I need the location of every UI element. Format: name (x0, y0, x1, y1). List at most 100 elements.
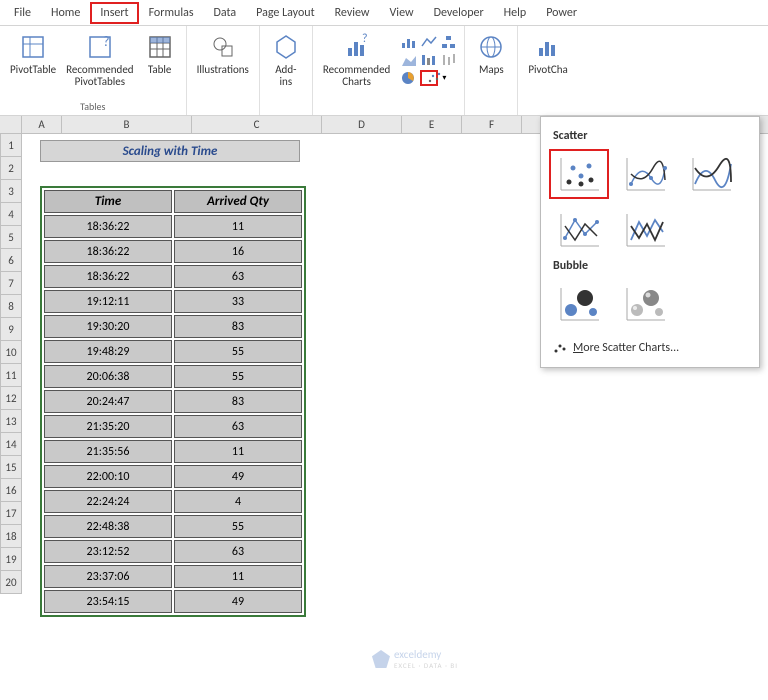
table-row[interactable]: 22:00:1049 (44, 465, 302, 488)
row-header[interactable]: 16 (0, 479, 22, 502)
table-row[interactable]: 19:12:1133 (44, 290, 302, 313)
table-cell[interactable]: 33 (174, 290, 302, 313)
tab-formulas[interactable]: Formulas (139, 2, 204, 24)
table-cell[interactable]: 23:37:06 (44, 565, 172, 588)
column-chart-icon[interactable] (420, 52, 438, 68)
area-chart-icon[interactable] (400, 52, 418, 68)
pie-chart-icon[interactable] (400, 70, 418, 86)
maps-button[interactable]: Maps (471, 30, 511, 78)
table-cell[interactable]: 4 (174, 490, 302, 513)
stock-chart-icon[interactable] (440, 52, 458, 68)
table-row[interactable]: 21:35:2063 (44, 415, 302, 438)
scatter-smooth-option[interactable] (681, 149, 741, 199)
table-cell[interactable]: 21:35:20 (44, 415, 172, 438)
table-cell[interactable]: 49 (174, 590, 302, 613)
row-header[interactable]: 19 (0, 548, 22, 571)
col-header-f[interactable]: F (462, 116, 522, 133)
table-cell[interactable]: 16 (174, 240, 302, 263)
col-header-a[interactable]: A (22, 116, 62, 133)
row-header[interactable]: 4 (0, 203, 22, 226)
table-cell[interactable]: 23:12:52 (44, 540, 172, 563)
table-row[interactable]: 18:36:2216 (44, 240, 302, 263)
row-header[interactable]: 15 (0, 456, 22, 479)
tab-developer[interactable]: Developer (424, 2, 494, 24)
row-header[interactable]: 18 (0, 525, 22, 548)
row-header[interactable]: 1 (0, 134, 22, 157)
row-header[interactable]: 11 (0, 364, 22, 387)
tab-power[interactable]: Power (536, 2, 587, 24)
tab-data[interactable]: Data (204, 2, 247, 24)
combo-chart-icon[interactable] (440, 70, 458, 86)
bubble-3d-option[interactable] (615, 279, 675, 329)
col-header-b[interactable]: B (62, 116, 192, 133)
table-cell[interactable]: 11 (174, 440, 302, 463)
table-row[interactable]: 20:24:4783 (44, 390, 302, 413)
table-cell[interactable]: 18:36:22 (44, 240, 172, 263)
scatter-plain-option[interactable] (549, 149, 609, 199)
data-table[interactable]: Time Arrived Qty 18:36:221118:36:221618:… (40, 186, 306, 617)
scatter-straight-option[interactable] (615, 205, 675, 255)
pivottable-button[interactable]: PivotTable (6, 30, 60, 78)
table-header-qty[interactable]: Arrived Qty (174, 190, 302, 213)
tab-view[interactable]: View (380, 2, 424, 24)
table-cell[interactable]: 21:35:56 (44, 440, 172, 463)
row-header[interactable]: 17 (0, 502, 22, 525)
row-header[interactable]: 9 (0, 318, 22, 341)
tab-file[interactable]: File (4, 2, 41, 24)
table-row[interactable]: 22:24:244 (44, 490, 302, 513)
table-row[interactable]: 18:36:2263 (44, 265, 302, 288)
table-row[interactable]: 18:36:2211 (44, 215, 302, 238)
tab-pagelayout[interactable]: Page Layout (246, 2, 324, 24)
hierarchy-chart-icon[interactable] (440, 34, 458, 50)
table-cell[interactable]: 19:30:20 (44, 315, 172, 338)
table-cell[interactable]: 55 (174, 340, 302, 363)
row-header[interactable]: 6 (0, 249, 22, 272)
tab-review[interactable]: Review (325, 2, 380, 24)
table-row[interactable]: 21:35:5611 (44, 440, 302, 463)
scatter-straight-markers-option[interactable] (549, 205, 609, 255)
recommended-pivottables-button[interactable]: ? RecommendedPivotTables (62, 30, 137, 90)
table-cell[interactable]: 11 (174, 215, 302, 238)
row-header[interactable]: 8 (0, 295, 22, 318)
table-cell[interactable]: 22:48:38 (44, 515, 172, 538)
table-row[interactable]: 23:12:5263 (44, 540, 302, 563)
row-header[interactable]: 3 (0, 180, 22, 203)
table-row[interactable]: 19:30:2083 (44, 315, 302, 338)
table-cell[interactable]: 83 (174, 315, 302, 338)
scatter-chart-button[interactable]: ▾ (420, 70, 438, 86)
table-cell[interactable]: 18:36:22 (44, 265, 172, 288)
table-cell[interactable]: 63 (174, 265, 302, 288)
table-cell[interactable]: 19:12:11 (44, 290, 172, 313)
table-header-time[interactable]: Time (44, 190, 172, 213)
table-cell[interactable]: 55 (174, 515, 302, 538)
tab-insert[interactable]: Insert (90, 2, 138, 24)
table-cell[interactable]: 83 (174, 390, 302, 413)
sheet-title-cell[interactable]: Scaling with Time (40, 140, 300, 162)
select-all-corner[interactable] (0, 116, 22, 133)
table-cell[interactable]: 22:00:10 (44, 465, 172, 488)
pivotchart-button[interactable]: PivotCha (524, 30, 571, 78)
bar-chart-icon[interactable] (400, 34, 418, 50)
table-cell[interactable]: 63 (174, 540, 302, 563)
row-header[interactable]: 10 (0, 341, 22, 364)
row-header[interactable]: 14 (0, 433, 22, 456)
row-header[interactable]: 7 (0, 272, 22, 295)
table-row[interactable]: 20:06:3855 (44, 365, 302, 388)
table-cell[interactable]: 23:54:15 (44, 590, 172, 613)
tab-help[interactable]: Help (494, 2, 537, 24)
col-header-c[interactable]: C (192, 116, 322, 133)
recommended-charts-button[interactable]: ? RecommendedCharts (319, 30, 394, 90)
table-row[interactable]: 22:48:3855 (44, 515, 302, 538)
row-header[interactable]: 20 (0, 571, 22, 594)
table-cell[interactable]: 63 (174, 415, 302, 438)
table-button[interactable]: Table (140, 30, 180, 78)
tab-home[interactable]: Home (41, 2, 90, 24)
col-header-e[interactable]: E (402, 116, 462, 133)
row-header[interactable]: 12 (0, 387, 22, 410)
table-cell[interactable]: 11 (174, 565, 302, 588)
col-header-d[interactable]: D (322, 116, 402, 133)
table-cell[interactable]: 20:06:38 (44, 365, 172, 388)
addins-button[interactable]: Add-ins (266, 30, 306, 90)
table-cell[interactable]: 18:36:22 (44, 215, 172, 238)
row-header[interactable]: 2 (0, 157, 22, 180)
